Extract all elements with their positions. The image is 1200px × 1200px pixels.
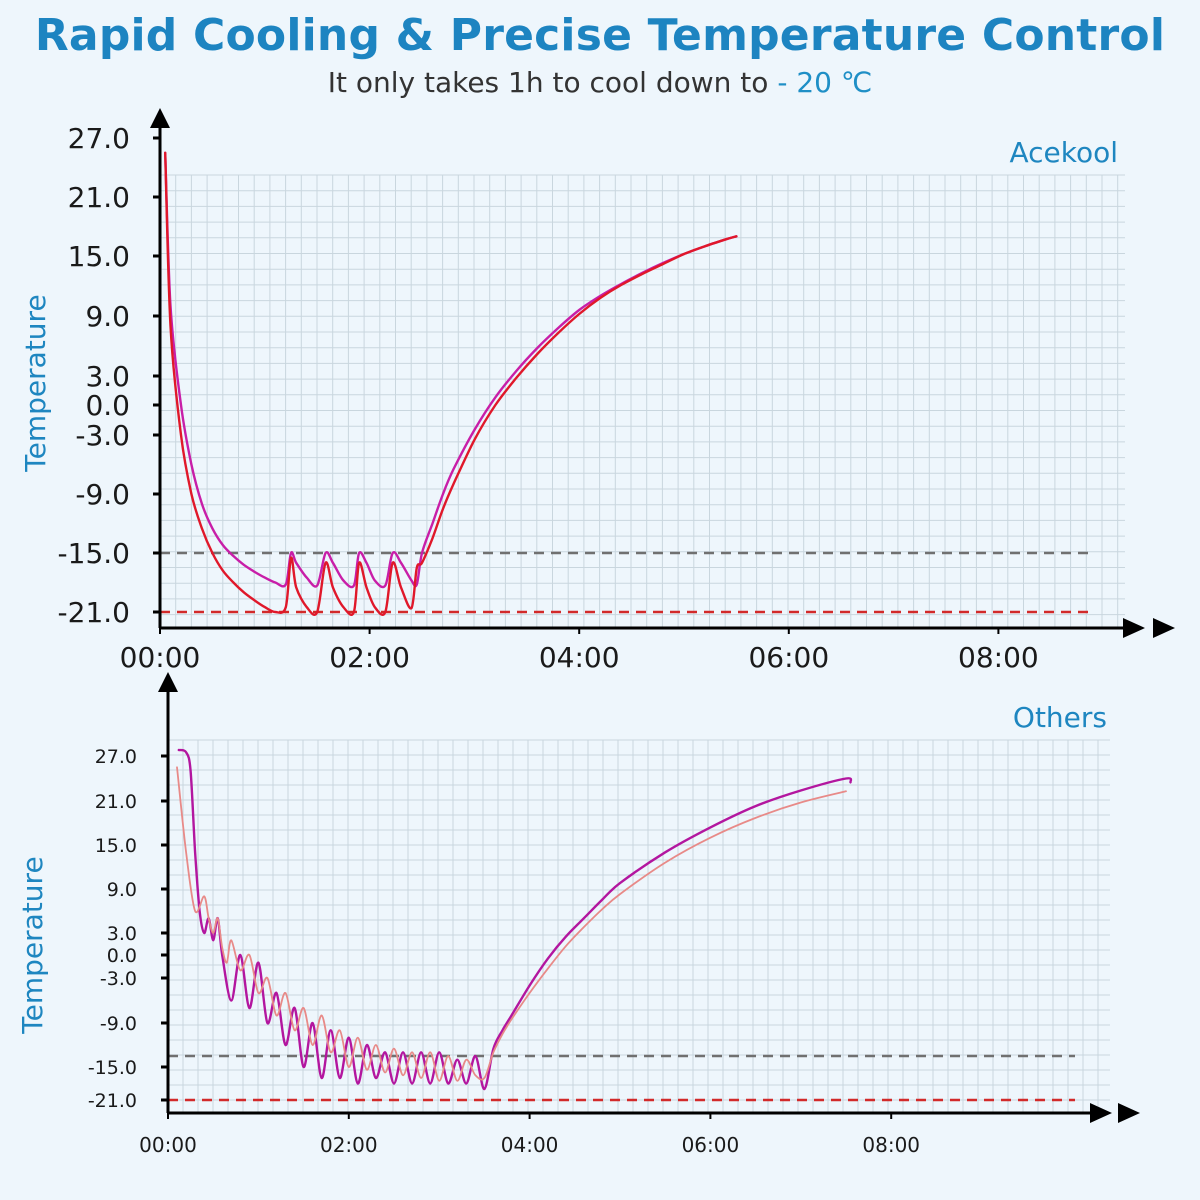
y-tick-label: 0.0 <box>85 389 130 422</box>
y-tick-label: -15.0 <box>88 1057 137 1079</box>
y-tick-label: 9.0 <box>85 300 130 333</box>
series-line-2 <box>164 151 738 616</box>
y-tick-label: 0.0 <box>107 945 137 967</box>
y-tick-label: -15.0 <box>58 537 130 570</box>
series-line-2 <box>176 766 847 1082</box>
y-axis-title: Temperature <box>19 294 52 472</box>
x-axis-arrow-secondary <box>1153 618 1175 638</box>
x-tick-label: 02:00 <box>329 641 410 674</box>
x-tick-label: 02:00 <box>320 1133 378 1157</box>
x-tick-label: 04:00 <box>539 641 620 674</box>
x-axis-arrow-secondary <box>1118 1103 1140 1123</box>
y-axis-arrow <box>158 672 178 692</box>
y-tick-label: -3.0 <box>75 419 130 452</box>
x-tick-label: 04:00 <box>501 1133 559 1157</box>
chart-1: 27.0 21.0 15.0 9.0 3.00.0-3.0 -9.0 -15.0 -21.0 0… <box>19 108 1175 674</box>
x-tick-label: 06:00 <box>748 641 829 674</box>
y-tick-label: 15.0 <box>95 835 137 857</box>
y-tick-label: 15.0 <box>68 240 130 273</box>
y-tick-label: -21.0 <box>58 596 130 629</box>
y-tick-label: -9.0 <box>75 478 130 511</box>
y-tick-label: 3.0 <box>85 360 130 393</box>
y-axis-arrow <box>150 108 170 128</box>
y-tick-label: -21.0 <box>88 1090 137 1112</box>
x-tick-label: 08:00 <box>862 1133 920 1157</box>
y-tick-label: 21.0 <box>68 181 130 214</box>
subtitle-highlight: - 20 ℃ <box>777 66 873 99</box>
y-tick-label: -3.0 <box>100 968 137 990</box>
chart-2: 27.021.015.09.03.00.0-3.0-9.0-15.0-21.00… <box>16 672 1140 1157</box>
y-tick-label: 27.0 <box>68 122 130 155</box>
x-axis-arrow <box>1123 618 1145 638</box>
x-tick-label: 00:00 <box>139 1133 197 1157</box>
grid <box>168 739 1110 1113</box>
x-tick-label: 08:00 <box>958 641 1039 674</box>
y-tick-label: -9.0 <box>100 1013 137 1035</box>
page-title: Rapid Cooling & Precise Temperature Cont… <box>34 10 1166 61</box>
y-tick-label: 9.0 <box>107 879 137 901</box>
grid <box>160 174 1125 628</box>
y-tick-label: 3.0 <box>107 923 137 945</box>
chart-title: Others <box>1013 701 1107 734</box>
y-tick-label: 21.0 <box>95 791 137 813</box>
x-axis-arrow <box>1090 1103 1112 1123</box>
x-tick-label: 00:00 <box>120 641 201 674</box>
page-subtitle: It only takes 1h to cool down to - 20 ℃ <box>0 66 1200 99</box>
chart-title: Acekool <box>1009 136 1118 169</box>
y-axis-title: Temperature <box>16 856 49 1034</box>
x-tick-label: 06:00 <box>682 1133 740 1157</box>
y-tick-label: 27.0 <box>95 746 137 768</box>
subtitle-text: It only takes 1h to cool down to <box>327 66 778 99</box>
series-line-1 <box>164 151 738 589</box>
